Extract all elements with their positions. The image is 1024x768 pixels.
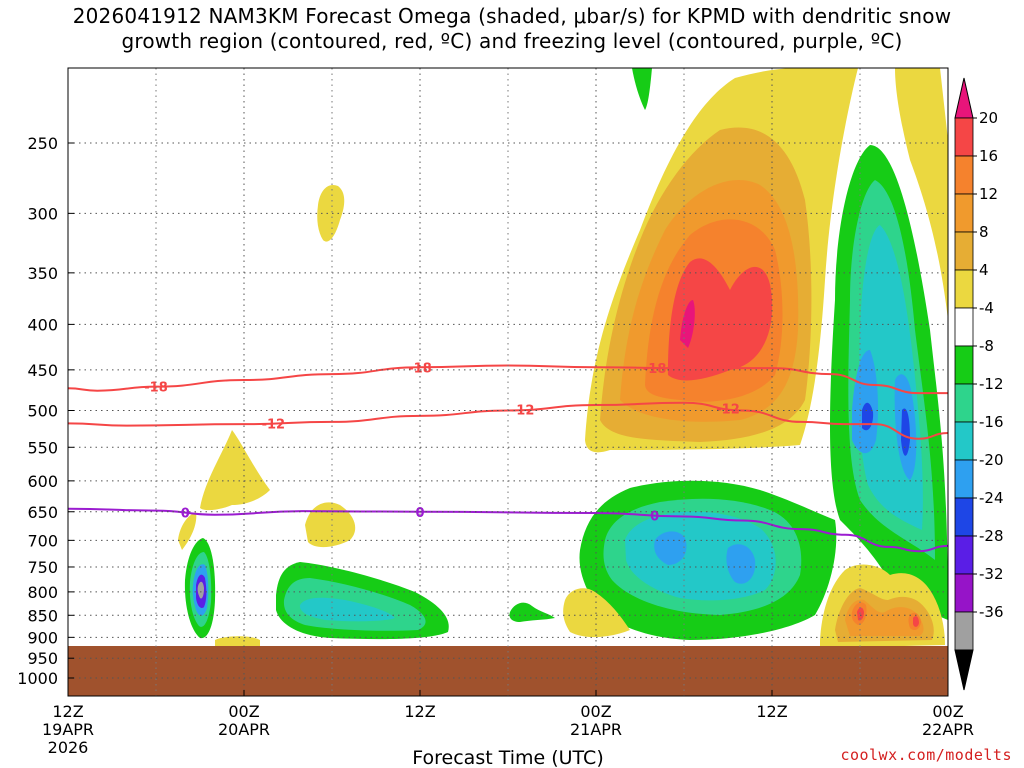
omega-area-yellow-1 [178,430,270,550]
x-tick-label-24-0: 12Z [404,702,435,721]
omega-area-4b [895,68,948,320]
colorbar-top-arrow [954,77,974,119]
colorbar-box-3 [954,231,974,271]
y-tick-label-750: 750 [27,558,58,577]
colorbar-box-8 [954,421,974,461]
y-tick-label-550: 550 [27,438,58,457]
colorbar-box-5 [954,307,974,347]
colorbar-label-8: -16 [979,413,1004,431]
chart-title-line2: growth region (contoured, red, ºC) and f… [121,29,903,53]
y-tick-label-800: 800 [27,583,58,602]
x-tick-label-12-1: 20APR [218,720,270,739]
contour-lines: -18-18 -18-12-12 -120 0 0 [68,361,948,553]
colorbar-bottom-arrow [954,649,974,691]
ground-fill [68,646,948,696]
x-axis-title: Forecast Time (UTC) [412,747,603,768]
contour-label--18-1: -18 [408,361,432,376]
omega-area-neg20b [901,408,910,456]
credit-text: coolwx.com/modelts [840,746,1012,764]
omega-shading [68,68,948,696]
colorbar-box-0 [954,117,974,157]
omega-area-green-top [632,68,652,110]
x-tick-label-48-0: 12Z [756,702,787,721]
contour-label-0-1: 0 [415,506,424,521]
colorbar-box-7 [954,383,974,423]
contour-label--18-2: -18 [643,362,667,377]
x-tick-label-60-1: 22APR [922,720,974,739]
omega-area-neg16-mid-b [726,544,756,584]
colorbar-label-1: 16 [979,147,998,165]
colorbar-label-5: -4 [979,299,994,317]
x-tick-label-60-0: 00Z [932,702,963,721]
contour-label-0-2: 0 [650,509,659,524]
omega-area-yellow-4 [563,588,630,638]
x-tick-label-36-1: 21APR [570,720,622,739]
omega-area-yellow-5 [905,76,920,91]
omega-area-20b [680,300,695,348]
colorbar-box-10 [954,497,974,537]
colorbar-label-4: 4 [979,261,989,279]
colorbar-label-9: -20 [979,451,1004,469]
contour-label-0-0: 0 [181,507,190,522]
colorbar-label-0: 20 [979,109,998,127]
grid-lines [68,68,948,696]
colorbar-box-12 [954,573,974,613]
colorbar-label-11: -28 [979,527,1004,545]
x-tick-label-36-0: 00Z [580,702,611,721]
contour--18 [68,364,948,395]
x-tick-label-0-0: 12Z [52,702,83,721]
omega-area-20 [668,258,773,381]
x-tick-label-12-0: 00Z [228,702,259,721]
colorbar-label-13: -36 [979,603,1004,621]
omega-area-yellow-3 [317,184,345,242]
x-tick-label-0-1: 19APR [42,720,94,739]
colorbar-label-12: -32 [979,565,1004,583]
y-tick-label-600: 600 [27,472,58,491]
contour-label--12-0: -12 [262,417,286,432]
colorbar-box-11 [954,535,974,575]
omega-area-16-east [851,602,921,630]
y-tick-label-650: 650 [27,503,58,522]
y-tick-label-850: 850 [27,606,58,625]
colorbar-box-4 [954,269,974,309]
omega-area-neg32-early [197,581,204,599]
y-tick-label-350: 350 [27,264,58,283]
y-tick-label-500: 500 [27,402,58,421]
omega-area-neg16-mid [654,531,687,565]
colorbar-box-9 [954,459,974,499]
colorbar-label-10: -24 [979,489,1004,507]
colorbar: 20 16 12 8 4 -4 -8 -12 -16 -20 -24 -28 -32 -36 [954,77,1004,691]
y-tick-label-1000: 1000 [17,669,58,688]
y-tick-label-950: 950 [27,649,58,668]
contour-label--12-1: -12 [511,404,535,419]
colorbar-box-13 [954,611,974,651]
colorbar-box-2 [954,193,974,233]
x-tick-label-0-2: 2026 [48,738,89,757]
colorbar-label-7: -12 [979,375,1004,393]
omega-area-yellow-2 [305,502,356,548]
omega-area-20-east [857,607,919,627]
colorbar-box-6 [954,345,974,385]
y-axis: 250 300 350 400 450 500 550 600 650 700 750 800 850 9… [17,134,74,688]
colorbar-label-3: 8 [979,223,989,241]
colorbar-label-2: 12 [979,185,998,203]
y-tick-label-400: 400 [27,315,58,334]
y-tick-label-250: 250 [27,134,58,153]
plot-area: -18-18 -18-12-12 -120 0 0 [68,68,948,696]
omega-area-small-green [509,602,555,622]
omega-area-neg16 [852,350,878,454]
y-tick-label-900: 900 [27,628,58,647]
colorbar-label-6: -8 [979,337,994,355]
colorbar-box-1 [954,155,974,195]
y-tick-label-300: 300 [27,204,58,223]
omega-area-yellow-6 [215,636,260,648]
contour-0 [68,507,948,553]
chart-title-line1: 2026041912 NAM3KM Forecast Omega (shaded… [72,4,952,28]
y-tick-label-450: 450 [27,361,58,380]
y-tick-label-700: 700 [27,531,58,550]
plot-frame [67,67,949,697]
contour--12 [68,401,948,440]
